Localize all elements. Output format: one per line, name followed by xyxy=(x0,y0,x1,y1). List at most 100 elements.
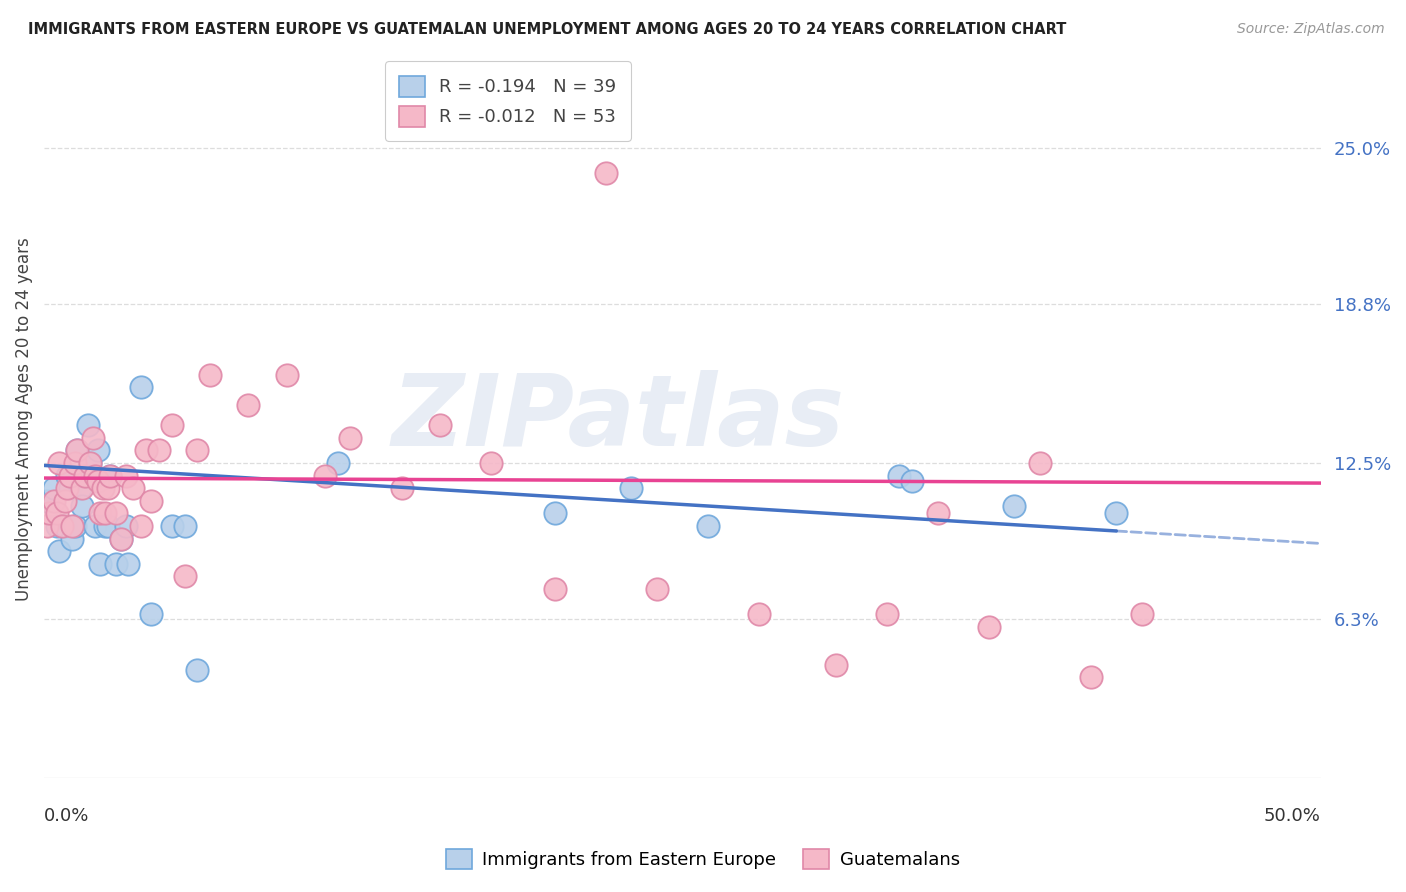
Y-axis label: Unemployment Among Ages 20 to 24 years: Unemployment Among Ages 20 to 24 years xyxy=(15,237,32,600)
Point xyxy=(53,519,76,533)
Point xyxy=(66,443,89,458)
Point xyxy=(114,468,136,483)
Point xyxy=(696,519,718,533)
Text: IMMIGRANTS FROM EASTERN EUROPE VS GUATEMALAN UNEMPLOYMENT AMONG AGES 20 TO 24 YE: IMMIGRANTS FROM EASTERN EUROPE VS GUATEM… xyxy=(28,22,1067,37)
Point xyxy=(1130,607,1153,622)
Point xyxy=(97,481,120,495)
Point xyxy=(391,481,413,495)
Point xyxy=(51,519,73,533)
Point xyxy=(63,519,86,533)
Point xyxy=(100,468,122,483)
Point xyxy=(59,468,82,483)
Point xyxy=(160,418,183,433)
Point xyxy=(44,481,66,495)
Point xyxy=(186,663,208,677)
Point xyxy=(97,519,120,533)
Point xyxy=(89,506,111,520)
Point xyxy=(326,456,349,470)
Point xyxy=(84,519,107,533)
Point xyxy=(48,456,70,470)
Point xyxy=(117,557,139,571)
Point xyxy=(45,519,67,533)
Point xyxy=(479,456,502,470)
Point xyxy=(595,166,617,180)
Point xyxy=(148,443,170,458)
Legend: R = -0.194   N = 39, R = -0.012   N = 53: R = -0.194 N = 39, R = -0.012 N = 53 xyxy=(385,62,631,141)
Point xyxy=(94,519,117,533)
Point xyxy=(69,481,91,495)
Point xyxy=(48,544,70,558)
Point xyxy=(59,481,82,495)
Point xyxy=(1029,456,1052,470)
Point xyxy=(91,481,114,495)
Point xyxy=(186,443,208,458)
Point xyxy=(60,532,83,546)
Point xyxy=(1080,670,1102,684)
Legend: Immigrants from Eastern Europe, Guatemalans: Immigrants from Eastern Europe, Guatemal… xyxy=(437,839,969,879)
Point xyxy=(314,468,336,483)
Point xyxy=(56,468,79,483)
Text: Source: ZipAtlas.com: Source: ZipAtlas.com xyxy=(1237,22,1385,37)
Point xyxy=(1002,499,1025,513)
Point xyxy=(1105,506,1128,520)
Point xyxy=(79,456,101,470)
Point xyxy=(110,532,132,546)
Point xyxy=(89,557,111,571)
Point xyxy=(87,474,110,488)
Point xyxy=(79,456,101,470)
Point xyxy=(38,506,60,520)
Point xyxy=(114,519,136,533)
Point xyxy=(645,582,668,596)
Point xyxy=(122,481,145,495)
Point xyxy=(51,519,73,533)
Point xyxy=(56,481,79,495)
Point xyxy=(238,398,260,412)
Point xyxy=(620,481,643,495)
Point xyxy=(104,506,127,520)
Point xyxy=(35,519,58,533)
Point xyxy=(100,468,122,483)
Text: 0.0%: 0.0% xyxy=(44,806,90,825)
Point xyxy=(72,481,94,495)
Point xyxy=(60,519,83,533)
Point xyxy=(901,474,924,488)
Point xyxy=(889,468,911,483)
Point xyxy=(824,657,846,672)
Point xyxy=(977,620,1000,634)
Point xyxy=(135,443,157,458)
Point xyxy=(45,506,67,520)
Point xyxy=(141,607,163,622)
Point xyxy=(94,506,117,520)
Point xyxy=(110,532,132,546)
Point xyxy=(276,368,298,382)
Point xyxy=(44,493,66,508)
Point xyxy=(129,519,152,533)
Point xyxy=(173,569,195,583)
Point xyxy=(429,418,451,433)
Text: 50.0%: 50.0% xyxy=(1264,806,1320,825)
Text: ZIPatlas: ZIPatlas xyxy=(392,370,845,467)
Point xyxy=(173,519,195,533)
Point xyxy=(35,493,58,508)
Point xyxy=(129,380,152,394)
Point xyxy=(544,506,567,520)
Point xyxy=(104,557,127,571)
Point xyxy=(63,456,86,470)
Point xyxy=(339,431,361,445)
Point xyxy=(82,431,104,445)
Point xyxy=(198,368,221,382)
Point xyxy=(76,418,98,433)
Point xyxy=(66,443,89,458)
Point xyxy=(73,468,96,483)
Point xyxy=(160,519,183,533)
Point xyxy=(87,443,110,458)
Point xyxy=(748,607,770,622)
Point xyxy=(53,493,76,508)
Point xyxy=(73,468,96,483)
Point xyxy=(544,582,567,596)
Point xyxy=(84,468,107,483)
Point xyxy=(876,607,898,622)
Point xyxy=(927,506,949,520)
Point xyxy=(141,493,163,508)
Point xyxy=(72,499,94,513)
